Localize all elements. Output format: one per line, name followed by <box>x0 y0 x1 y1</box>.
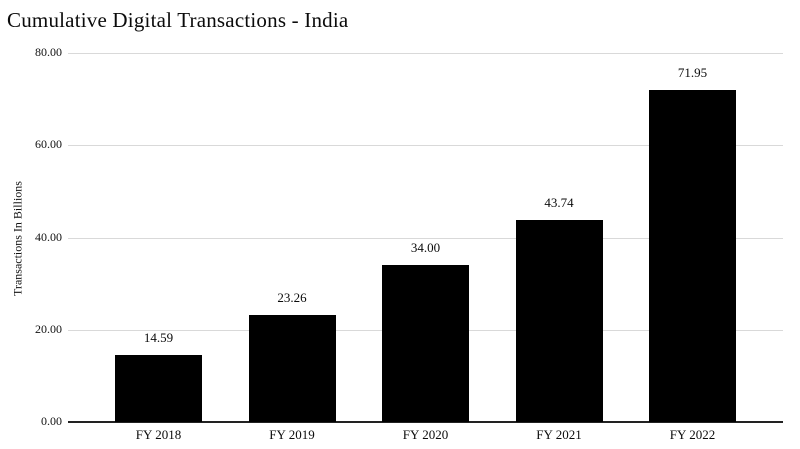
gridline <box>68 145 783 146</box>
y-tick-label: 80.00 <box>35 45 62 59</box>
y-tick-label: 40.00 <box>35 230 62 244</box>
bar-value-label: 43.74 <box>544 195 574 210</box>
bar <box>249 315 336 422</box>
bar <box>382 265 469 422</box>
x-category-label: FY 2018 <box>135 427 182 442</box>
y-tick-label: 60.00 <box>35 137 62 151</box>
gridline <box>68 238 783 239</box>
x-category-label: FY 2021 <box>536 427 582 442</box>
x-axis-line <box>68 421 783 423</box>
bar <box>516 220 603 422</box>
y-tick-label: 20.00 <box>35 322 62 336</box>
bar <box>649 90 736 422</box>
x-category-label: FY 2022 <box>669 427 716 442</box>
x-category-label: FY 2020 <box>402 427 449 442</box>
bar <box>115 355 202 422</box>
bar-value-label: 14.59 <box>143 330 174 345</box>
y-tick-label: 0.00 <box>41 414 62 428</box>
x-category-label: FY 2019 <box>269 427 315 442</box>
bar-value-label: 34.00 <box>410 240 441 255</box>
bar-value-label: 71.95 <box>677 65 708 80</box>
chart-title: Cumulative Digital Transactions - India <box>7 8 349 32</box>
gridline <box>68 53 783 54</box>
bar-value-label: 23.26 <box>277 290 307 305</box>
